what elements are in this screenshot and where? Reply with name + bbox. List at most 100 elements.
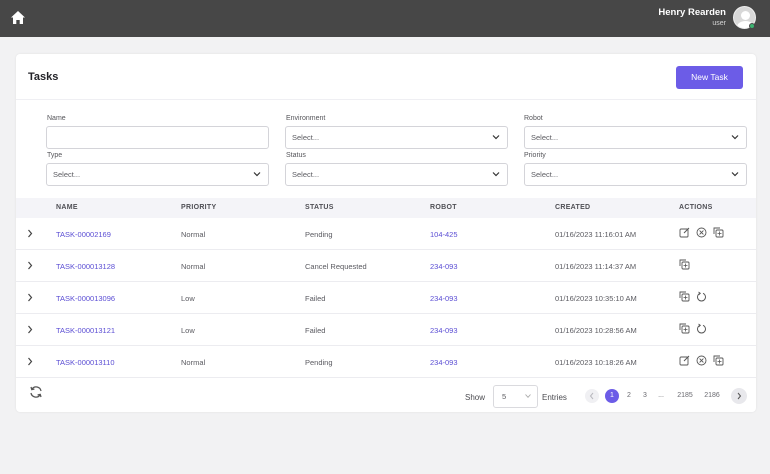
chevron-right-icon[interactable] [27,293,33,302]
robot-filter-select[interactable]: Select... [524,126,747,149]
chevron-down-icon [492,135,500,140]
table-row[interactable]: TASK-000013121 Low Failed 234-093 01/16/… [16,314,756,346]
tasks-card: Tasks New Task Name Environment Select..… [16,54,756,412]
task-name-link[interactable]: TASK-000013121 [56,326,116,335]
avatar-body [737,21,754,28]
task-status: Pending [305,230,333,239]
chevron-left-icon [589,392,594,400]
task-priority: Low [181,326,195,335]
task-priority: Normal [181,262,206,271]
chevron-down-icon [253,172,261,177]
environment-filter-value: Select... [292,133,320,142]
table-row[interactable]: TASK-000013128 Normal Cancel Requested 2… [16,250,756,282]
column-header-status[interactable]: STATUS [305,204,334,211]
chevron-down-icon [525,394,531,398]
task-name-link[interactable]: TASK-000013096 [56,294,116,303]
task-created: 01/16/2023 10:35:10 AM [555,294,637,303]
environment-filter-select[interactable]: Select... [285,126,508,149]
task-robot-link[interactable]: 234-093 [430,294,458,303]
task-status: Pending [305,358,333,367]
user-info: Henry Rearden user [658,7,726,29]
cancel-icon[interactable] [696,355,707,366]
home-icon[interactable] [10,10,26,25]
chevron-right-icon[interactable] [27,325,33,334]
task-robot-link[interactable]: 234-093 [430,358,458,367]
task-status: Failed [305,326,326,335]
cancel-icon[interactable] [696,227,707,238]
edit-icon[interactable] [679,227,690,238]
task-priority: Low [181,294,195,303]
robot-filter-value: Select... [531,133,559,142]
task-created: 01/16/2023 10:18:26 AM [555,358,637,367]
online-status-dot [749,23,755,29]
task-created: 01/16/2023 11:16:01 AM [555,230,637,239]
status-filter-label: Status [286,152,306,159]
table-row[interactable]: TASK-00002169 Normal Pending 104-425 01/… [16,218,756,250]
task-name-link[interactable]: TASK-000013128 [56,262,116,271]
chevron-right-icon[interactable] [27,357,33,366]
pagination-next-button[interactable] [731,388,747,404]
pagination-page-3[interactable]: 3 [643,392,647,399]
robot-filter-label: Robot [524,115,543,122]
chevron-right-icon [737,392,742,400]
column-header-robot[interactable]: ROBOT [430,204,457,211]
task-status: Failed [305,294,326,303]
retry-icon[interactable] [696,291,707,302]
edit-icon[interactable] [679,355,690,366]
chevron-down-icon [492,172,500,177]
top-bar: Henry Rearden user [0,0,770,37]
name-filter-input[interactable] [46,126,269,149]
pagination-page-2186[interactable]: 2186 [704,392,720,399]
avatar-head [741,11,750,20]
copy-icon[interactable] [679,259,690,270]
task-priority: Normal [181,230,206,239]
task-robot-link[interactable]: 234-093 [430,262,458,271]
type-filter-label: Type [47,152,63,159]
retry-icon[interactable] [696,323,707,334]
name-filter-label: Name [47,115,66,122]
status-filter-select[interactable]: Select... [285,163,508,186]
entries-per-page-value: 5 [502,392,507,401]
new-task-button[interactable]: New Task [676,66,743,89]
refresh-icon[interactable] [29,385,43,399]
column-header-created[interactable]: CREATED [555,204,591,211]
task-status: Cancel Requested [305,262,367,271]
status-filter-value: Select... [292,170,320,179]
user-name: Henry Rearden [658,7,726,18]
chevron-right-icon[interactable] [27,261,33,270]
chevron-down-icon [731,172,739,177]
user-role: user [712,20,726,27]
pagination-page-1[interactable]: 1 [605,389,619,403]
task-name-link[interactable]: TASK-000013110 [56,358,115,367]
pagination-page-2185[interactable]: 2185 [677,392,693,399]
pagination-page-2[interactable]: 2 [627,392,631,399]
type-filter-select[interactable]: Select... [46,163,269,186]
pagination-prev-button[interactable] [585,389,599,403]
task-robot-link[interactable]: 234-093 [430,326,458,335]
chevron-down-icon [731,135,739,140]
type-filter-value: Select... [53,170,81,179]
show-label: Show [465,393,486,402]
task-created: 01/16/2023 10:28:56 AM [555,326,637,335]
table-row[interactable]: TASK-000013096 Low Failed 234-093 01/16/… [16,282,756,314]
priority-filter-label: Priority [524,152,546,159]
task-created: 01/16/2023 11:14:37 AM [555,262,637,271]
table-header: NAME PRIORITY STATUS ROBOT CREATED ACTIO… [16,198,756,218]
copy-icon[interactable] [713,227,724,238]
task-name-link[interactable]: TASK-00002169 [56,230,111,239]
column-header-priority[interactable]: PRIORITY [181,204,217,211]
copy-icon[interactable] [679,323,690,334]
header-divider [16,99,756,100]
page-title: Tasks [28,71,59,83]
task-robot-link[interactable]: 104-425 [430,230,458,239]
copy-icon[interactable] [713,355,724,366]
chevron-right-icon[interactable] [27,229,33,238]
priority-filter-select[interactable]: Select... [524,163,747,186]
column-header-name[interactable]: NAME [56,204,78,211]
entries-label: Entries [542,393,567,402]
entries-per-page-select[interactable]: 5 [493,385,538,408]
table-row[interactable]: TASK-000013110 Normal Pending 234-093 01… [16,346,756,378]
column-header-actions: ACTIONS [679,204,713,211]
copy-icon[interactable] [679,291,690,302]
priority-filter-value: Select... [531,170,559,179]
